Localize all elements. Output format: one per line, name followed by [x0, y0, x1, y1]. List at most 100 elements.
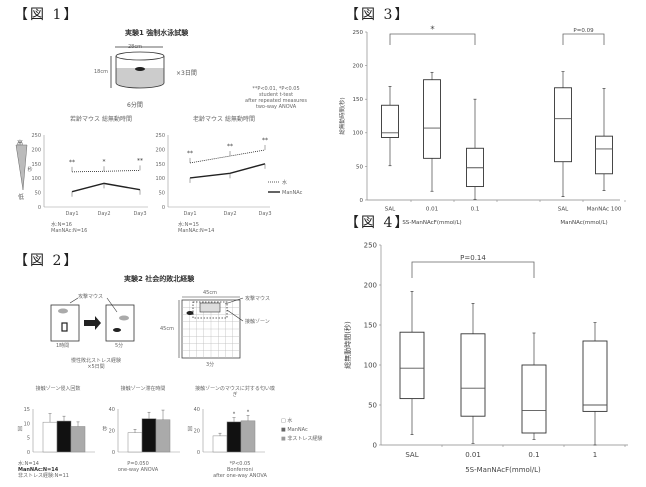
x-tick-label: SAL — [385, 207, 396, 213]
x-tick-label: SAL — [558, 207, 569, 213]
significance-label: P=0.14 — [460, 254, 486, 262]
stress-caption: 慢性敗北ストレス経験 ×5日間 — [56, 358, 136, 370]
fig1-young-n: 水:N=16 ManNAc:N=16 — [51, 222, 87, 234]
y-tick-label: 100 — [31, 176, 41, 182]
y-axis-label: 回 — [187, 427, 192, 433]
fig1-stats-note: **P<0.01, *P<0.05 student t-test after r… — [236, 86, 316, 110]
attacker-mouse-1 — [58, 308, 68, 314]
x-tick-label: ManNAc 100 — [587, 207, 622, 213]
fig2-legend-water: □ 水 — [281, 418, 293, 424]
caption-line: 慢性敗北ストレス経験 — [70, 358, 121, 364]
fig1-title: 実験1 強制水泳試験 — [125, 29, 189, 37]
legend-label: 非ストレス経験 — [287, 436, 323, 442]
legend-label: ManNAc — [287, 427, 308, 433]
fig2-entries-title: 接触ゾーン侵入回数 — [35, 386, 81, 392]
significance-bracket — [562, 33, 605, 45]
fig4-label: 【図 4】 — [345, 215, 411, 231]
y-tick-label: 40 — [109, 407, 115, 413]
y-tick-label: 100 — [155, 176, 165, 182]
fig2-legend-drug: ■ ManNAc — [281, 427, 308, 433]
y-tick-label: 50 — [159, 191, 165, 197]
stats-line: after repeated measures — [245, 98, 307, 104]
time-1h: 1時間 — [56, 343, 70, 349]
gauge-triangle — [15, 144, 28, 191]
n-line: ManNAc:N=14 — [178, 228, 215, 234]
contact-zone-label: 接触ゾーン — [245, 319, 270, 325]
stats-line: student t-test — [258, 92, 294, 98]
box-0.01 — [460, 333, 486, 417]
fig1-aged-n: 水:N=15 ManNAc:N=14 — [178, 222, 214, 234]
y-tick-label: 40 — [194, 407, 200, 413]
fig3-label: 【図 3】 — [345, 7, 411, 23]
fig1-legend-drug: ManNAc — [282, 190, 303, 196]
gauge-low: 低 — [18, 194, 25, 201]
y-tick-label: 200 — [155, 147, 165, 153]
attacker-mouse-2 — [119, 315, 129, 321]
y-tick-label: 0 — [112, 450, 115, 456]
x-tick-label: 0.1 — [471, 207, 480, 213]
fig2-note3: *P<0.05 Bonferroni after one-way ANOVA — [210, 461, 270, 479]
x-tick-label: 0.01 — [465, 451, 481, 459]
pointer-line — [224, 297, 244, 305]
significance-marker: ** — [227, 143, 233, 150]
note-line: Bonferroni — [226, 467, 254, 473]
significance-marker: ** — [137, 157, 143, 164]
arena-width: 45cm — [203, 290, 217, 296]
arena-height: 45cm — [160, 326, 174, 332]
note-line: P=0.050 — [127, 461, 149, 467]
y-tick-label: 5 — [27, 436, 30, 442]
gauge-high: 高 — [17, 140, 24, 147]
y-tick-label: 0 — [27, 450, 30, 456]
y-tick-label: 150 — [31, 162, 41, 168]
fig1-legend-water: 水 — [282, 180, 288, 186]
box-SAL — [399, 331, 425, 400]
y-tick-label: 250 — [31, 133, 41, 139]
fig1-young-title: 若齢マウス 総無動時間 — [70, 116, 132, 123]
note-line: *P<0.05 — [229, 461, 251, 467]
y-tick-label: 0 — [197, 450, 200, 456]
fig2-sniff-title: 接触ゾーンのマウスに対する匂い嗅ぎ — [195, 386, 275, 398]
n-line: ManNAc:N=14 — [18, 467, 59, 473]
n-line: ManNAc:N=16 — [51, 228, 88, 234]
x-axis-label: 5S-ManNAcF(mmol/L) — [465, 466, 541, 474]
x-tick-label: Day2 — [97, 211, 110, 217]
y-tick-label: 150 — [353, 97, 364, 103]
significance-marker: ** — [69, 159, 75, 166]
box-0.1 — [521, 364, 547, 434]
y-axis-label: 秒 — [102, 426, 107, 433]
y-tick-label: 0 — [38, 205, 41, 211]
y-tick-label: 0 — [162, 205, 165, 211]
mouse-swimming — [135, 67, 145, 71]
significance-marker: ** — [262, 137, 268, 144]
time-3m: 3分 — [206, 362, 215, 368]
fig1-aged-title: 老齢マウス 総無動時間 — [193, 116, 255, 123]
stats-line: two-way ANOVA — [255, 104, 297, 110]
x-group-label: SS-ManNAcF(mmol/L) — [402, 220, 461, 226]
y-axis-label: 総無動時間(秒) — [343, 321, 352, 369]
y-tick-label: 50 — [35, 191, 41, 197]
box-ManNAc 100 — [595, 135, 613, 175]
box-0.01 — [423, 79, 441, 159]
stats-line: **P<0.01, *P<0.05 — [252, 86, 300, 92]
legend-label: 水 — [287, 418, 293, 424]
fig1-height: 18cm — [94, 69, 108, 75]
attacker-enclosure — [199, 302, 221, 313]
significance-marker: ** — [187, 150, 193, 157]
fig1-repeat: ×3日間 — [176, 70, 197, 77]
y-tick-label: 150 — [364, 321, 377, 329]
x-tick-label: Day3 — [133, 211, 146, 217]
y-tick-label: 250 — [155, 133, 165, 139]
x-tick-label: 1 — [593, 451, 597, 459]
arrow-right-icon — [84, 316, 101, 330]
x-tick-label: Day3 — [258, 211, 271, 217]
y-tick-label: 250 — [353, 30, 364, 36]
mesh-cage — [61, 322, 68, 332]
y-tick-label: 250 — [364, 241, 377, 249]
cylinder-rim — [115, 51, 165, 61]
fig2-label: 【図 2】 — [14, 253, 80, 269]
attacker-label-1: 攻撃マウス — [78, 294, 104, 300]
y-tick-label: 100 — [364, 361, 377, 369]
